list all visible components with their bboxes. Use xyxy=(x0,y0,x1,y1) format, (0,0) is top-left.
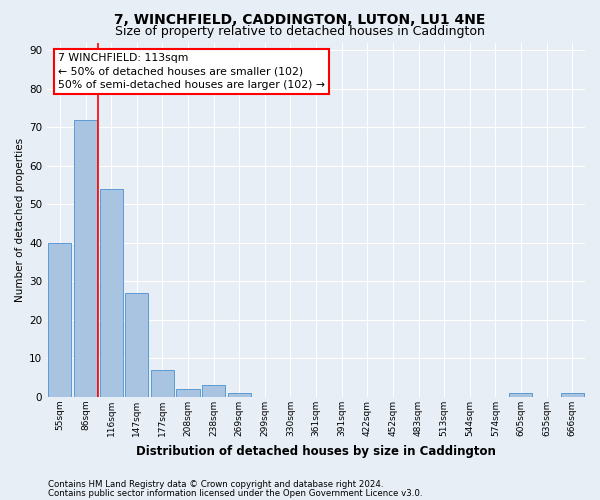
Text: 7, WINCHFIELD, CADDINGTON, LUTON, LU1 4NE: 7, WINCHFIELD, CADDINGTON, LUTON, LU1 4N… xyxy=(115,12,485,26)
Y-axis label: Number of detached properties: Number of detached properties xyxy=(15,138,25,302)
Bar xyxy=(49,243,71,397)
Bar xyxy=(176,390,200,397)
Text: Contains public sector information licensed under the Open Government Licence v3: Contains public sector information licen… xyxy=(48,489,422,498)
Bar xyxy=(560,393,584,397)
Text: Contains HM Land Registry data © Crown copyright and database right 2024.: Contains HM Land Registry data © Crown c… xyxy=(48,480,383,489)
Text: Size of property relative to detached houses in Caddington: Size of property relative to detached ho… xyxy=(115,25,485,38)
X-axis label: Distribution of detached houses by size in Caddington: Distribution of detached houses by size … xyxy=(136,444,496,458)
Bar xyxy=(151,370,174,397)
Bar xyxy=(74,120,97,397)
Bar xyxy=(228,393,251,397)
Bar xyxy=(202,386,225,397)
Text: 7 WINCHFIELD: 113sqm
← 50% of detached houses are smaller (102)
50% of semi-deta: 7 WINCHFIELD: 113sqm ← 50% of detached h… xyxy=(58,53,325,90)
Bar xyxy=(509,393,532,397)
Bar xyxy=(125,293,148,397)
Bar xyxy=(100,189,123,397)
